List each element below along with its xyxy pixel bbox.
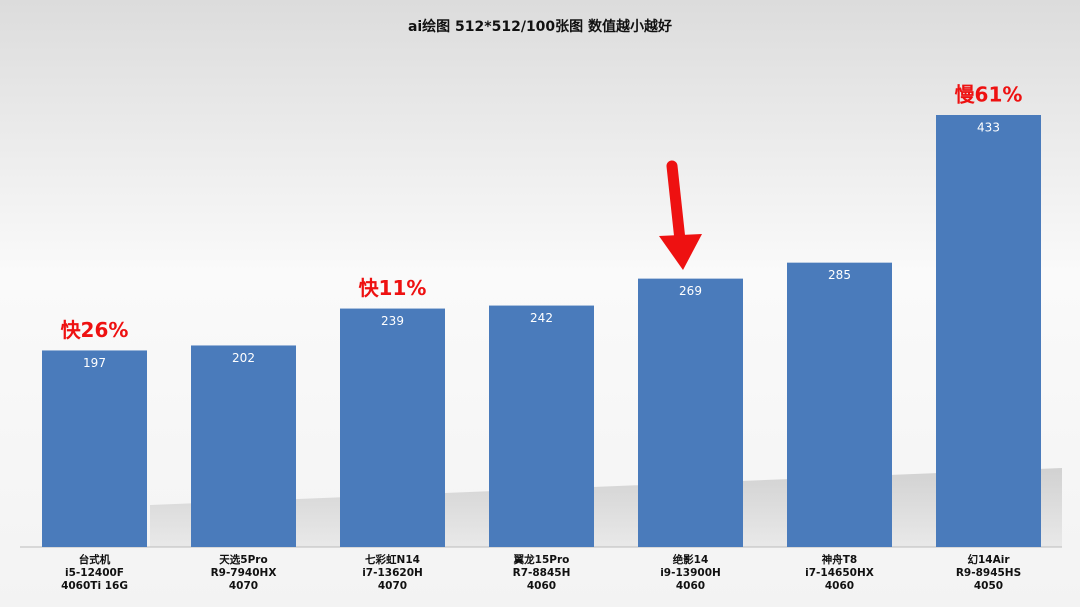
x-tick-label: 4060Ti 16G — [61, 580, 128, 592]
x-tick-label: i7-14650HX — [805, 567, 874, 579]
bar — [489, 305, 594, 547]
x-tick-label: 4060 — [527, 580, 556, 592]
x-tick-label: 翼龙15Pro — [513, 553, 570, 566]
x-tick-label: R9-7940HX — [211, 567, 277, 579]
x-tick-label: i9-13900H — [660, 567, 721, 579]
value-label: 433 — [977, 121, 1000, 135]
x-tick-label: 4060 — [825, 580, 854, 592]
x-tick-label: 七彩虹N14 — [365, 553, 420, 566]
x-tick-label: 神舟T8 — [822, 553, 857, 566]
x-tick-label: 4050 — [974, 580, 1003, 592]
x-tick-label: R7-8845H — [513, 567, 571, 579]
value-label: 197 — [83, 356, 106, 370]
x-tick-label: i7-13620H — [362, 567, 423, 579]
x-tick-label: 天选5Pro — [219, 553, 267, 566]
chart-title: ai绘图 512*512/100张图 数值越小越好 — [408, 18, 672, 35]
annotation: 快26% — [61, 318, 129, 342]
value-label: 202 — [232, 351, 255, 365]
bar — [191, 345, 296, 547]
bar — [42, 350, 147, 547]
x-tick-label: 4070 — [229, 580, 258, 592]
x-tick-label: 幻14Air — [967, 553, 1010, 566]
annotation: 快11% — [359, 276, 427, 300]
annotation: 慢61% — [955, 83, 1023, 107]
bar — [936, 115, 1041, 547]
x-tick-label: 绝影14 — [673, 553, 709, 566]
bar — [340, 308, 445, 547]
x-tick-label: 4070 — [378, 580, 407, 592]
x-tick-label: 台式机 — [79, 553, 111, 566]
value-label: 239 — [381, 314, 404, 328]
x-tick-label: R9-8945HS — [956, 567, 1021, 579]
value-label: 269 — [679, 284, 702, 298]
value-label: 285 — [828, 268, 851, 282]
bar — [638, 278, 743, 547]
arrow — [659, 160, 702, 270]
x-tick-label: i5-12400F — [65, 567, 124, 579]
bar — [787, 262, 892, 547]
value-label: 242 — [530, 311, 553, 325]
x-tick-label: 4060 — [676, 580, 705, 592]
